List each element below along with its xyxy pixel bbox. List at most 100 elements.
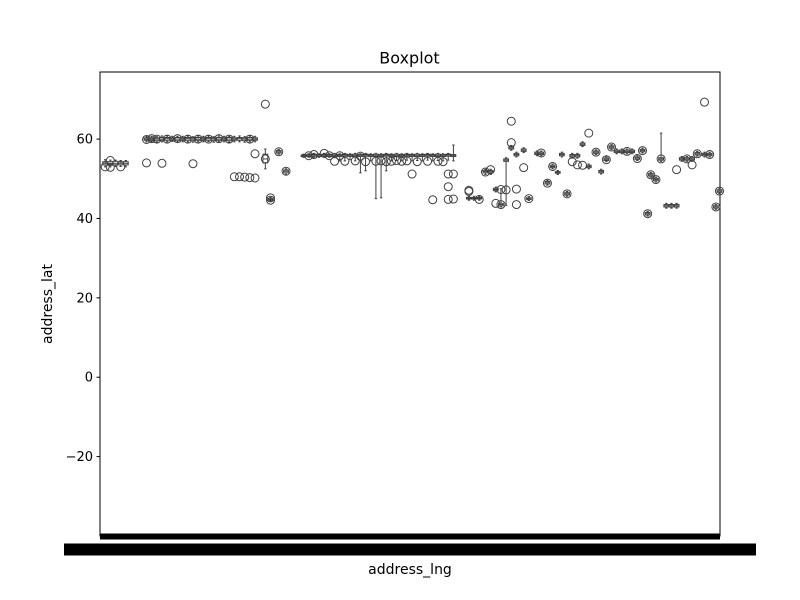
box-group — [584, 128, 594, 170]
outlier-point — [240, 172, 250, 182]
outlier-point — [260, 154, 270, 164]
outlier-point — [601, 155, 611, 165]
box-group — [638, 146, 647, 156]
outlier-point — [443, 169, 453, 179]
outlier-point — [474, 194, 484, 204]
x-tick-marks-band — [100, 533, 720, 540]
outlier-point — [105, 162, 115, 172]
box-group — [567, 152, 577, 167]
box-group — [542, 178, 552, 188]
box-group — [672, 165, 682, 209]
box-group — [188, 136, 198, 169]
box-group — [711, 202, 721, 212]
y-tick-label: 40 — [76, 212, 93, 227]
outlier-point — [519, 163, 529, 173]
outlier-point — [142, 158, 151, 168]
box-group — [250, 135, 260, 183]
outlier-point — [562, 189, 572, 199]
outlier-point — [524, 194, 534, 204]
outlier-point — [672, 165, 682, 175]
outlier-point — [578, 160, 588, 170]
box-group — [397, 153, 407, 166]
box-group — [705, 150, 715, 160]
outlier-point — [266, 193, 275, 203]
box-group — [663, 202, 670, 209]
box-group — [519, 147, 529, 173]
box-group — [340, 152, 350, 166]
outlier-point — [591, 147, 601, 157]
outlier-point — [245, 173, 255, 183]
outlier-point — [511, 200, 521, 210]
outlier-point — [486, 165, 496, 175]
box-group — [486, 165, 496, 175]
box-group — [122, 160, 129, 168]
outlier-point — [188, 159, 198, 169]
outlier-point — [281, 166, 291, 176]
outlier-point — [511, 184, 521, 194]
box-group — [572, 152, 582, 170]
box-group — [281, 166, 291, 176]
outlier-point — [266, 195, 275, 205]
outlier-point — [607, 142, 616, 152]
y-axis-ticks: −20 0 20 40 60 — [66, 133, 100, 465]
outlier-point — [643, 209, 653, 219]
outlier-point — [376, 156, 386, 166]
x-tick-labels-band — [64, 543, 756, 556]
outlier-point — [506, 138, 516, 148]
outlier-point — [407, 169, 417, 179]
outlier-point — [632, 154, 642, 164]
outlier-point — [584, 128, 594, 138]
outlier-point — [340, 156, 350, 166]
box-group — [714, 186, 724, 196]
box-group — [646, 170, 656, 180]
x-axis-label: address_lng — [368, 562, 452, 578]
outlier-point — [506, 116, 516, 126]
box-group — [266, 193, 275, 205]
box-group — [598, 168, 605, 175]
box-group — [347, 153, 353, 161]
outlier-point — [371, 156, 381, 166]
outlier-point — [651, 175, 661, 185]
box-group — [274, 147, 284, 157]
y-tick-label: −20 — [66, 450, 93, 465]
y-tick-label: 0 — [85, 371, 93, 386]
box-groups — [100, 97, 724, 219]
box-group — [559, 151, 565, 158]
outlier-point — [260, 99, 270, 109]
box-group — [260, 99, 270, 170]
box-group — [245, 134, 255, 183]
outlier-point — [496, 184, 506, 194]
box-group — [524, 194, 534, 204]
outlier-point — [397, 156, 407, 166]
y-tick-label: 60 — [76, 133, 93, 148]
box-group — [330, 152, 340, 166]
box-group — [511, 151, 521, 210]
box-group — [548, 161, 558, 171]
y-axis-label: address_lat — [40, 264, 56, 344]
outlier-point — [656, 154, 666, 164]
y-tick-label: 20 — [76, 291, 93, 306]
outlier-point — [443, 182, 453, 192]
outlier-point — [235, 172, 244, 182]
outlier-point — [646, 170, 656, 180]
outlier-point — [501, 185, 511, 195]
box-group — [474, 194, 484, 204]
box-group — [433, 152, 443, 166]
box-group — [221, 135, 227, 143]
box-group — [656, 132, 666, 164]
outlier-point — [386, 156, 396, 166]
box-group — [371, 152, 381, 200]
box-group — [578, 141, 588, 170]
outlier-point — [542, 178, 552, 188]
box-group — [536, 148, 546, 158]
box-group — [506, 116, 516, 151]
outlier-point — [536, 148, 546, 158]
box-group — [687, 156, 697, 170]
box-group — [355, 151, 365, 174]
outlier-point — [412, 157, 422, 167]
box-group — [169, 135, 176, 142]
box-group — [613, 148, 620, 155]
box-group — [412, 152, 422, 167]
box-group — [554, 169, 561, 175]
